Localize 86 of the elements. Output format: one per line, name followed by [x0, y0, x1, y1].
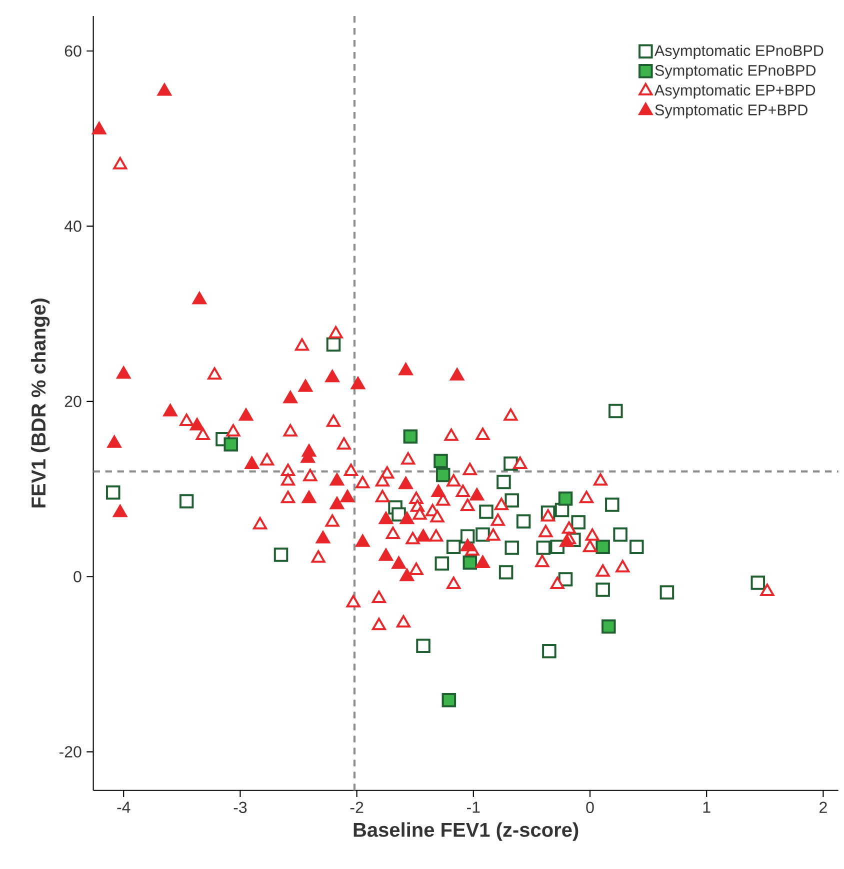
point: [499, 565, 514, 580]
point: [116, 366, 131, 379]
point: [446, 540, 461, 554]
y-tick-label: 60: [65, 45, 82, 57]
x-tick-label: 0: [586, 802, 594, 814]
point: [476, 527, 490, 542]
point: [106, 485, 120, 500]
point: [330, 473, 344, 486]
point: [298, 379, 313, 392]
point: [392, 507, 406, 522]
point: [660, 585, 674, 600]
point: [608, 404, 623, 418]
point: [504, 540, 520, 555]
y-axis-title: FEV1 (BDR % change): [31, 298, 50, 508]
point: [602, 619, 616, 634]
y-tick-label: 20: [65, 396, 82, 408]
y-tick-label: 0: [74, 570, 82, 582]
point: [432, 484, 446, 497]
point: [596, 540, 610, 554]
point: [245, 456, 260, 469]
point: [330, 496, 344, 510]
point: [416, 529, 430, 542]
point: [462, 555, 478, 570]
point: [470, 488, 484, 500]
legend-label: Asymptomatic EP+BPD: [654, 84, 816, 99]
point: [605, 498, 620, 512]
x-tick-label: 2: [820, 802, 827, 813]
point: [224, 437, 238, 452]
point: [302, 490, 316, 504]
y-tick-label: 40: [64, 220, 82, 232]
point: [416, 638, 431, 653]
point: [163, 404, 178, 416]
y-tick-label: -20: [60, 746, 82, 758]
point: [351, 376, 366, 390]
point: [450, 368, 464, 380]
point: [239, 408, 254, 421]
point: [436, 468, 450, 482]
point: [92, 122, 106, 134]
point: [504, 493, 520, 508]
point: [379, 512, 394, 524]
point: [180, 494, 194, 508]
point: [107, 436, 122, 448]
point: [340, 490, 355, 502]
legend-label: Asymptomatic EPnoBPD: [654, 44, 824, 60]
x-axis-title: Baseline FEV1 (z-score): [354, 822, 578, 841]
point: [542, 644, 556, 658]
point: [496, 474, 512, 490]
x-tick-label: -3: [234, 802, 247, 814]
x-tick-label: 1: [704, 802, 710, 813]
point: [316, 531, 330, 544]
x-tick-label: -1: [467, 802, 480, 813]
point: [442, 693, 456, 708]
point: [398, 476, 413, 490]
point: [596, 582, 610, 597]
legend-label: Symptomatic EPnoBPD: [655, 64, 816, 79]
point: [392, 556, 406, 569]
point: [356, 534, 370, 547]
point: [398, 362, 413, 376]
point: [571, 515, 586, 530]
point: [192, 292, 207, 304]
point: [536, 540, 551, 555]
point: [326, 337, 341, 352]
point: [379, 548, 394, 561]
point: [190, 418, 204, 430]
point: [325, 370, 340, 382]
legend-label: Symptomatic EP+BPD: [655, 104, 808, 118]
point: [434, 454, 448, 468]
point: [750, 576, 766, 590]
point: [516, 514, 531, 529]
point: [479, 504, 494, 519]
point: [403, 429, 418, 444]
point: [274, 548, 288, 562]
point: [284, 390, 298, 404]
x-tick-label: -2: [350, 802, 364, 813]
point: [558, 492, 573, 506]
point: [400, 568, 414, 582]
point: [560, 534, 574, 547]
point: [460, 529, 475, 544]
point: [613, 527, 628, 542]
x-tick-label: -4: [117, 802, 130, 813]
point: [113, 504, 128, 518]
point: [434, 556, 450, 571]
point: [630, 540, 644, 554]
point: [476, 556, 490, 568]
point: [158, 83, 172, 96]
point: [400, 512, 414, 524]
